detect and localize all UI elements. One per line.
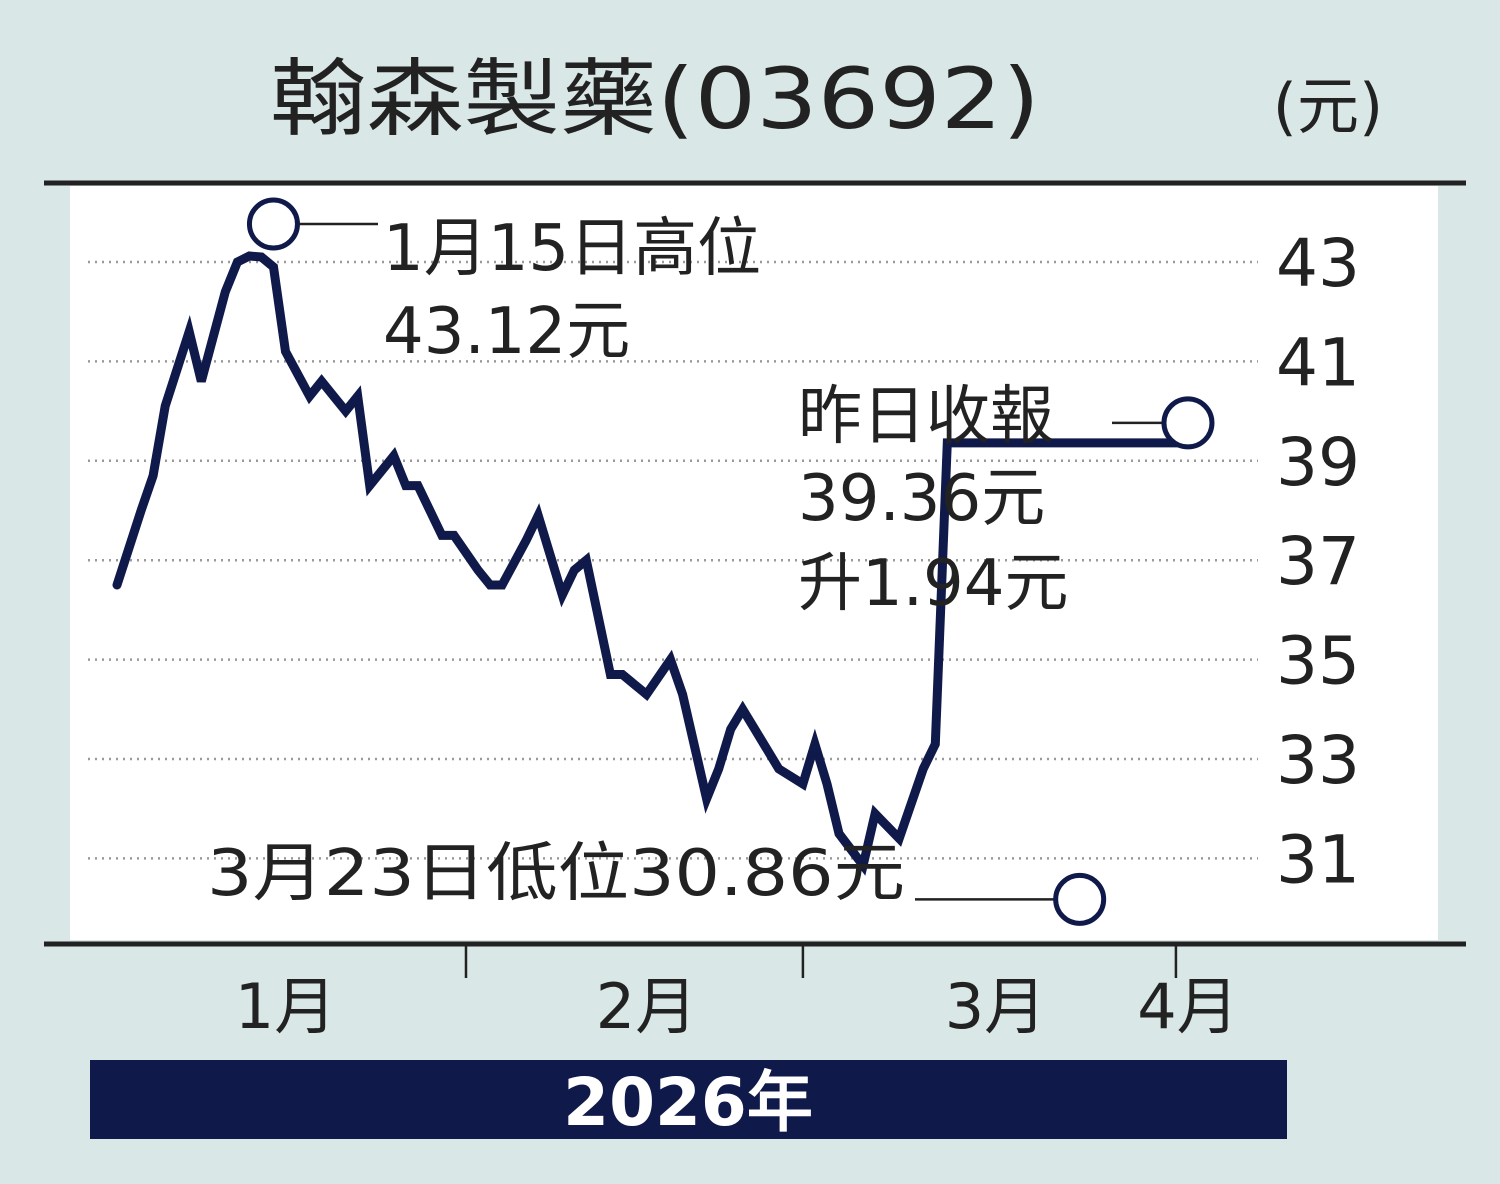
gridlines: [88, 260, 1258, 860]
y-tick-label: 43: [1276, 225, 1360, 302]
year-label: 2026年: [563, 1064, 813, 1141]
x-month-label: 2月: [596, 970, 697, 1043]
y-tick-label: 41: [1276, 324, 1360, 401]
y-tick-label: 35: [1276, 623, 1360, 700]
price-line: [112, 251, 1193, 876]
y-tick-label: 37: [1276, 523, 1360, 600]
close-value: 39.36元: [798, 462, 1045, 536]
low-marker: [1053, 872, 1107, 926]
chart-title: 翰森製藥(03692): [270, 50, 1040, 148]
plot-area: [70, 186, 1438, 940]
x-month-label: 1月: [235, 970, 336, 1043]
x-month-label: 3月: [945, 970, 1046, 1043]
y-tick-labels: 43 41 39 37 35 33 31: [1276, 225, 1360, 898]
high-label: 1月15日高位: [383, 212, 761, 286]
high-marker: [246, 197, 300, 251]
x-month-label: 4月: [1137, 970, 1238, 1043]
unit-label: (元): [1273, 70, 1383, 143]
year-bar: [90, 1060, 1287, 1139]
y-tick-label: 33: [1276, 722, 1360, 799]
x-month-labels: 1月 2月 3月 4月: [235, 946, 1239, 1043]
high-value: 43.12元: [383, 295, 630, 369]
low-label: 3月23日低位30.86元: [207, 837, 905, 911]
y-tick-label: 39: [1276, 424, 1360, 501]
close-label: 昨日收報: [798, 380, 1054, 454]
close-marker: [1161, 396, 1215, 450]
y-tick-label: 31: [1276, 821, 1360, 898]
close-change: 升1.94元: [798, 547, 1069, 621]
